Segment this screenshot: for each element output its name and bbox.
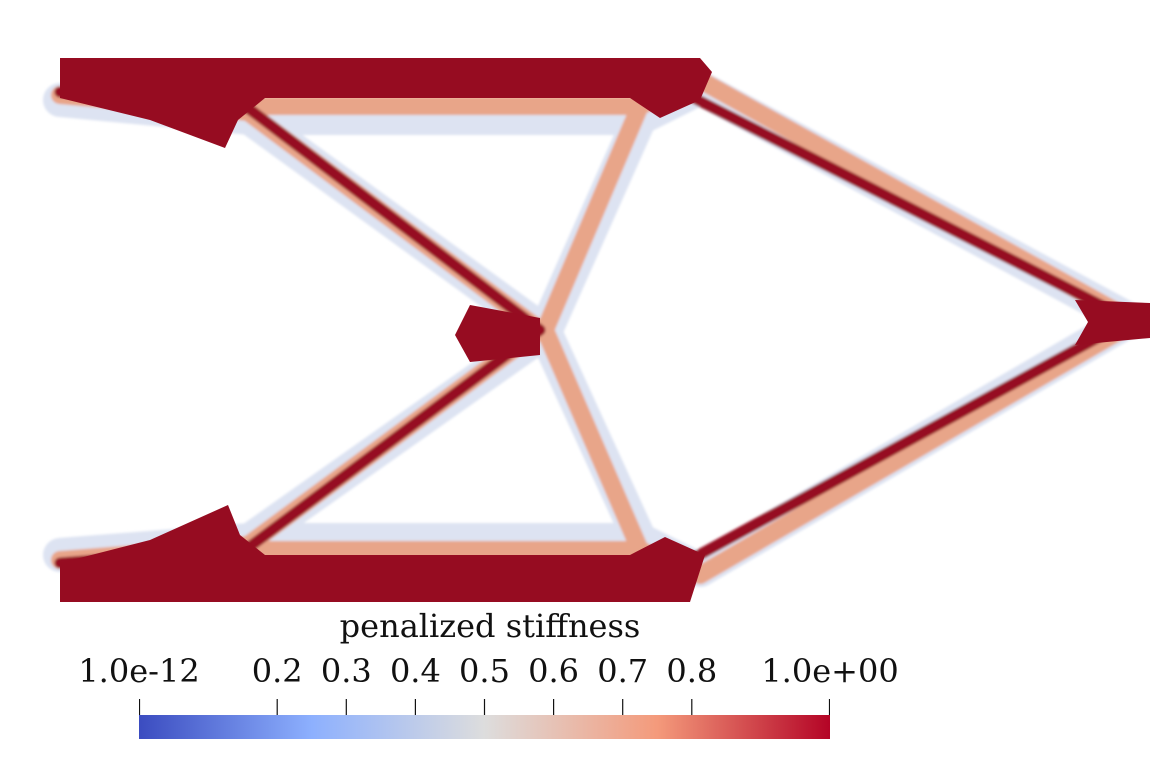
bottom-flange <box>60 505 705 602</box>
structure-halo <box>43 71 1147 587</box>
colorbar-gradient <box>139 715 830 739</box>
legend-title: penalized stiffness <box>339 607 641 645</box>
top-flange <box>60 58 712 148</box>
solid-regions <box>60 58 1150 602</box>
tick-marks <box>139 699 830 715</box>
structure-transition <box>51 71 1144 584</box>
colorbar <box>139 699 830 739</box>
colorbar-tick-label: 1.0e+00 <box>761 652 899 690</box>
colorbar-tick-label: 1.0e-12 <box>78 652 200 690</box>
structure-core <box>54 86 1136 569</box>
right-node <box>1075 300 1150 345</box>
colorbar-tick-label: 0.5 <box>459 652 510 690</box>
colorbar-tick-label: 0.4 <box>389 652 441 690</box>
colorbar-tick-label: 0.3 <box>320 652 372 690</box>
colorbar-tick-label: 0.2 <box>251 652 303 690</box>
colorbar-tick-label: 0.6 <box>528 652 580 690</box>
colorbar-tick-label: 0.8 <box>666 652 718 690</box>
center-node <box>455 305 540 362</box>
colorbar-tick-label: 0.7 <box>597 652 649 690</box>
